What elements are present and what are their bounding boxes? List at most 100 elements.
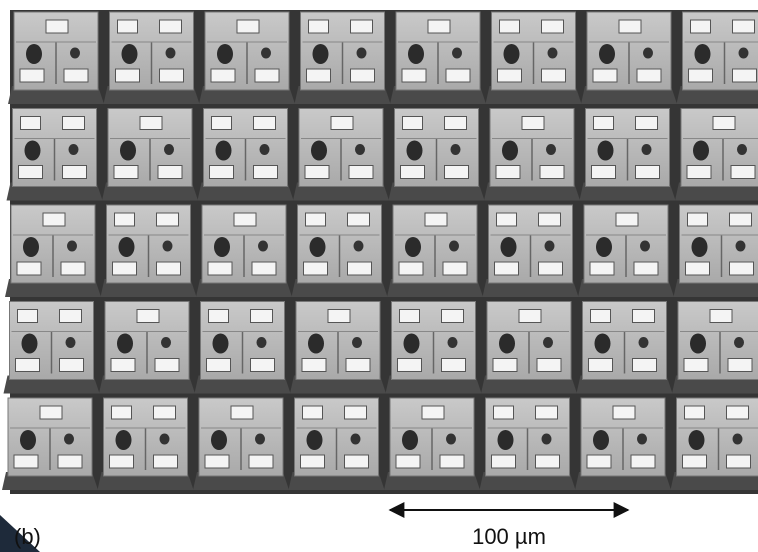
panel-label: (b) <box>14 524 41 549</box>
device-cell <box>486 12 582 104</box>
pad <box>686 262 710 275</box>
hole <box>545 241 555 252</box>
pad <box>110 455 134 468</box>
device-cell <box>289 398 385 490</box>
pad <box>251 310 273 323</box>
hole <box>307 430 323 450</box>
pad <box>688 213 708 226</box>
hole <box>637 434 647 445</box>
device-cell <box>389 109 485 201</box>
device-cell <box>483 205 579 297</box>
hole <box>26 44 42 64</box>
pad <box>348 213 370 226</box>
hole <box>643 48 653 59</box>
pad <box>234 213 256 226</box>
pad <box>328 310 350 323</box>
pad <box>497 213 517 226</box>
hole <box>308 334 324 354</box>
pad <box>537 359 561 372</box>
pad <box>637 69 661 82</box>
pad <box>231 406 253 419</box>
device-cell <box>387 205 483 297</box>
pad <box>17 262 41 275</box>
pad <box>249 455 273 468</box>
device-cell <box>674 205 758 297</box>
pad <box>118 20 138 33</box>
pad <box>254 117 276 130</box>
hole <box>449 241 459 252</box>
pad <box>422 406 444 419</box>
scale-bar-label: 100 µm <box>472 524 546 549</box>
pad <box>613 406 635 419</box>
pad <box>446 69 470 82</box>
pad <box>500 20 520 33</box>
pad <box>209 310 229 323</box>
device-cell <box>484 109 580 201</box>
pad <box>442 310 464 323</box>
pad <box>425 213 447 226</box>
pad <box>685 406 705 419</box>
hole <box>355 144 365 155</box>
pad <box>539 262 563 275</box>
pad <box>589 359 613 372</box>
hole <box>404 334 420 354</box>
pad <box>592 166 616 179</box>
pad <box>492 455 516 468</box>
hole <box>407 141 423 161</box>
hole <box>257 337 267 348</box>
pad <box>60 359 84 372</box>
hole <box>119 237 135 257</box>
hole <box>737 144 747 155</box>
pad <box>631 455 655 468</box>
pad <box>116 69 140 82</box>
hole <box>261 48 271 59</box>
hole <box>595 334 611 354</box>
device-cell <box>5 205 101 297</box>
device-cell <box>104 12 200 104</box>
pad <box>401 166 425 179</box>
pad <box>731 166 755 179</box>
hole <box>66 337 76 348</box>
pad <box>634 262 658 275</box>
pad <box>113 262 137 275</box>
hole <box>122 44 138 64</box>
pad <box>542 69 566 82</box>
pad <box>443 262 467 275</box>
pad <box>114 166 138 179</box>
device-cell <box>199 12 295 104</box>
pad <box>348 262 372 275</box>
pad <box>536 406 558 419</box>
hole <box>734 337 744 348</box>
device-cell <box>480 398 576 490</box>
pad <box>536 455 560 468</box>
pad <box>40 406 62 419</box>
device-cell <box>7 109 103 201</box>
device-cell <box>101 205 197 297</box>
pad <box>591 310 611 323</box>
device-cell <box>99 302 195 394</box>
hole <box>498 430 514 450</box>
pad <box>212 117 232 130</box>
pad <box>440 455 464 468</box>
pad <box>331 117 353 130</box>
pad <box>207 359 231 372</box>
hole <box>310 237 326 257</box>
device-cell <box>481 302 577 394</box>
pad <box>351 69 375 82</box>
hole <box>351 434 361 445</box>
pad <box>636 117 658 130</box>
pad <box>63 166 87 179</box>
pad <box>205 455 229 468</box>
pad <box>730 213 752 226</box>
device-cell <box>2 398 98 490</box>
micrograph-figure: 100 µm (b) <box>0 0 758 552</box>
pad <box>160 20 182 33</box>
pad <box>402 69 426 82</box>
hole <box>20 430 36 450</box>
pad <box>20 69 44 82</box>
pad <box>304 262 328 275</box>
hole <box>213 334 229 354</box>
pad <box>16 359 40 372</box>
pad <box>18 310 38 323</box>
hole <box>642 144 652 155</box>
